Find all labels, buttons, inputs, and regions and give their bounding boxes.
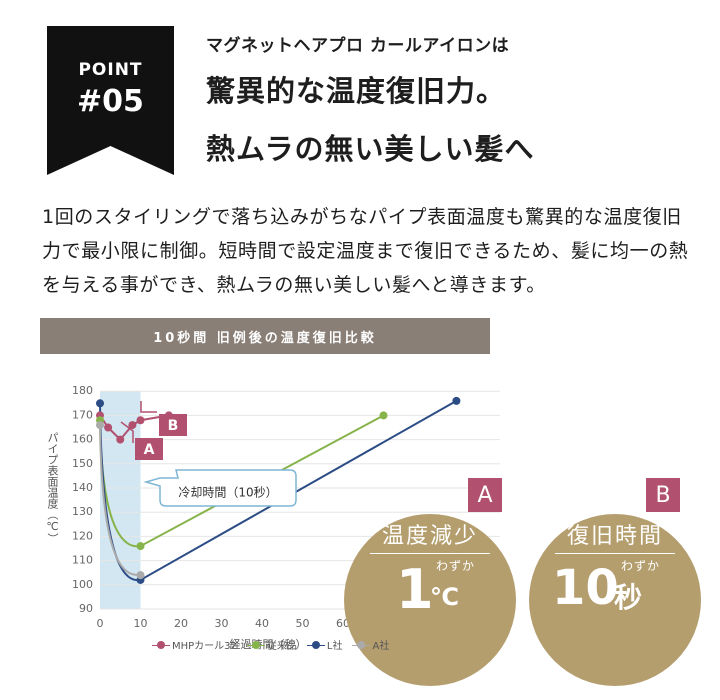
series-point	[96, 399, 104, 408]
y-tick-label: 180	[72, 384, 93, 397]
y-tick-label: 130	[72, 505, 93, 518]
legend-label-mhp: MHPカール32	[172, 641, 237, 652]
legend-item-mhp: MHPカール32	[152, 637, 237, 652]
series-point	[128, 421, 137, 430]
circle-a-small: わずか	[436, 559, 476, 573]
legend-mark-conventional	[246, 640, 265, 650]
circle-b-divider	[555, 553, 675, 554]
series-point	[104, 423, 113, 432]
circle-recovery-time	[529, 514, 701, 686]
y-tick-label: 160	[72, 433, 93, 446]
series-point	[116, 435, 125, 444]
x-tick-label: 10	[134, 617, 148, 630]
circle-b-value: 10	[552, 560, 619, 616]
legend-mark-mhp	[152, 640, 170, 650]
x-tick-label: 0	[97, 617, 104, 630]
headline-line2: 熱ムラの無い美しい髪へ	[206, 132, 535, 166]
cooling-callout: 冷却時間（10秒）	[143, 469, 297, 507]
y-tick-label: 150	[72, 457, 93, 470]
y-tick-label: 140	[72, 481, 93, 494]
body-text: 1回のスタイリングで落ち込みがちなパイプ表面温度も驚異的な温度復旧力で最小限に制…	[42, 206, 689, 296]
y-tick-label: 110	[72, 554, 93, 567]
marker-b	[159, 414, 187, 436]
marker-a	[135, 438, 163, 460]
point-badge	[47, 26, 174, 175]
x-axis-label: 経過時間（秒）	[230, 637, 307, 651]
series-point	[136, 571, 145, 580]
y-tick-label: 120	[72, 529, 93, 542]
circle-a-divider	[370, 553, 490, 554]
circle-temperature-drop	[344, 514, 516, 686]
legend-label-l: L社	[326, 641, 343, 652]
x-tick-label: 20	[174, 617, 188, 630]
callout-text: 冷却時間（10秒）	[178, 486, 277, 500]
series-point	[452, 396, 461, 405]
legend-mark-l	[306, 640, 325, 650]
circle-a-tag: A	[468, 478, 502, 512]
circle-a-title: 温度減少	[381, 524, 478, 549]
series-line	[99, 425, 141, 577]
circle-b-title: 復旧時間	[566, 524, 663, 549]
series-point	[379, 411, 388, 420]
x-tick-label: 50	[296, 617, 310, 630]
headline-line1: 驚異的な温度復旧力。	[206, 74, 507, 108]
circle-b-tag: B	[646, 478, 680, 512]
circle-a-value: 1	[396, 558, 434, 621]
marker-a-label: A	[144, 442, 155, 458]
chart-legend: MHPカール32 従来品 L社 A社	[152, 637, 389, 652]
series-point	[96, 421, 104, 430]
legend-label-a: A社	[372, 641, 390, 652]
badge-point-label: POINT	[78, 60, 143, 80]
marker-a-leader	[120, 421, 134, 443]
badge-number: #05	[77, 84, 144, 119]
y-axis-label: パイプ表面温度（℃）	[46, 432, 59, 544]
x-tick-label: 30	[215, 617, 229, 630]
x-tick-label: 40	[255, 617, 269, 630]
y-tick-label: 90	[79, 602, 93, 615]
legend-label-conventional: 従来品	[266, 641, 297, 652]
y-tick-label: 100	[72, 578, 93, 591]
legend-mark-a	[352, 640, 371, 650]
y-tick-label: 170	[72, 408, 93, 421]
legend-item-a: A社	[352, 637, 389, 652]
marker-b-leader	[140, 401, 157, 413]
circle-b-small: わずか	[621, 559, 661, 573]
headline-sub: マグネットヘアプロ カールアイロンは	[206, 36, 510, 56]
legend-item-conventional: 従来品	[246, 637, 297, 652]
circle-a-unit: ℃	[430, 583, 460, 611]
chart-title: 10秒間 旧例後の温度復旧比較	[40, 318, 490, 354]
legend-item-l: L社	[306, 637, 343, 652]
circle-b-unit: 秒	[614, 581, 643, 614]
series-point	[136, 416, 145, 425]
series-point	[136, 542, 145, 551]
marker-b-label: B	[168, 418, 179, 434]
